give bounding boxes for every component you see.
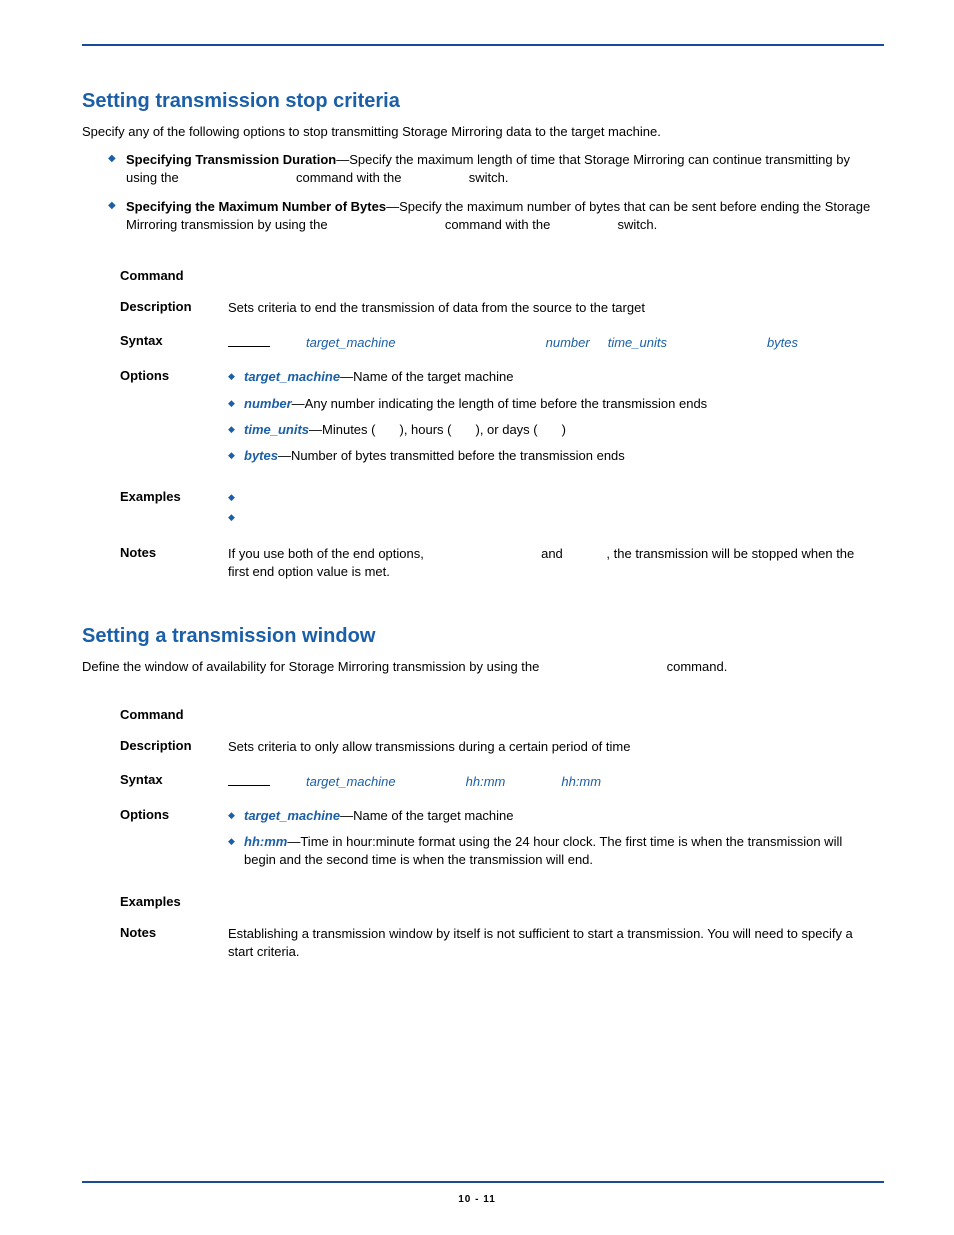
option-item: hh:mm—Time in hour:minute format using t… (228, 833, 874, 869)
syntax-value: target_machine number time_units bytes (228, 333, 874, 352)
options-value: target_machine—Name of the target machin… (228, 368, 874, 473)
examples-label: Examples (120, 489, 228, 504)
options-label: Options (120, 368, 228, 383)
syntax-label: Syntax (120, 333, 228, 348)
option-desc: ), hours ( (399, 422, 451, 437)
intro-text: command. (663, 659, 727, 674)
syntax-param: target_machine (306, 773, 396, 791)
description-value: Sets criteria to only allow transmission… (228, 738, 874, 756)
option-name: target_machine (244, 808, 340, 823)
syntax-param: hh:mm (561, 773, 601, 791)
option-name: hh:mm (244, 834, 287, 849)
option-desc: ), or days ( (476, 422, 538, 437)
command-table-2: Command Description Sets criteria to onl… (120, 707, 874, 961)
syntax-label: Syntax (120, 772, 228, 787)
syntax-param: time_units (608, 334, 667, 352)
option-name: number (244, 396, 292, 411)
example-item (228, 489, 874, 503)
option-item: target_machine—Name of the target machin… (228, 807, 874, 825)
options-value: target_machine—Name of the target machin… (228, 807, 874, 878)
option-item: bytes—Number of bytes transmitted before… (228, 447, 874, 465)
option-desc: ) (562, 422, 566, 437)
notes-value: Establishing a transmission window by it… (228, 925, 874, 961)
option-desc: —Number of bytes transmitted before the … (278, 448, 625, 463)
page-number: 10 - 11 (0, 1194, 954, 1205)
section1-intro: Specify any of the following options to … (82, 123, 884, 141)
examples-label: Examples (120, 894, 228, 909)
section1-bullets: Specifying Transmission Duration—Specify… (82, 151, 884, 234)
syntax-value: target_machine hh:mm hh:mm (228, 772, 874, 791)
intro-text: Define the window of availability for St… (82, 659, 543, 674)
notes-label: Notes (120, 925, 228, 940)
option-item: number—Any number indicating the length … (228, 395, 874, 413)
option-desc: —Name of the target machine (340, 369, 513, 384)
bullet-text: switch. (465, 170, 508, 185)
examples-value (228, 489, 874, 529)
option-desc: —Minutes ( (309, 422, 375, 437)
command-label: Command (120, 268, 228, 283)
bullet-text: command with the (292, 170, 405, 185)
syntax-underline (228, 333, 270, 347)
option-desc: —Time in hour:minute format using the 24… (244, 834, 842, 867)
bottom-rule (82, 1181, 884, 1183)
command-label: Command (120, 707, 228, 722)
syntax-underline (228, 772, 270, 786)
option-item: time_units—Minutes ( ), hours ( ), or days… (228, 421, 874, 439)
bullet-bytes: Specifying the Maximum Number of Bytes—S… (108, 198, 884, 234)
notes-text: If you use both of the end options, (228, 546, 427, 561)
syntax-param: bytes (767, 334, 798, 352)
option-name: bytes (244, 448, 278, 463)
option-name: target_machine (244, 369, 340, 384)
top-rule (82, 44, 884, 46)
notes-text: and (537, 546, 566, 561)
options-label: Options (120, 807, 228, 822)
option-desc: —Any number indicating the length of tim… (292, 396, 708, 411)
bullet-text: switch. (614, 217, 657, 232)
option-desc: —Name of the target machine (340, 808, 513, 823)
bullet-lead: Specifying the Maximum Number of Bytes (126, 199, 386, 214)
bullet-lead: Specifying Transmission Duration (126, 152, 336, 167)
description-label: Description (120, 738, 228, 753)
bullet-duration: Specifying Transmission Duration—Specify… (108, 151, 884, 187)
section2-intro: Define the window of availability for St… (82, 658, 884, 676)
syntax-param: hh:mm (466, 773, 506, 791)
option-item: target_machine—Name of the target machin… (228, 368, 874, 386)
syntax-param: target_machine (306, 334, 396, 352)
notes-value: If you use both of the end options, and … (228, 545, 874, 581)
syntax-param: number (546, 334, 590, 352)
section2-heading: Setting a transmission window (82, 625, 884, 648)
option-name: time_units (244, 422, 309, 437)
bullet-text: command with the (441, 217, 554, 232)
section1-heading: Setting transmission stop criteria (82, 90, 884, 113)
description-label: Description (120, 299, 228, 314)
example-item (228, 509, 874, 523)
command-table-1: Command Description Sets criteria to end… (120, 268, 874, 582)
notes-label: Notes (120, 545, 228, 560)
description-value: Sets criteria to end the transmission of… (228, 299, 874, 317)
